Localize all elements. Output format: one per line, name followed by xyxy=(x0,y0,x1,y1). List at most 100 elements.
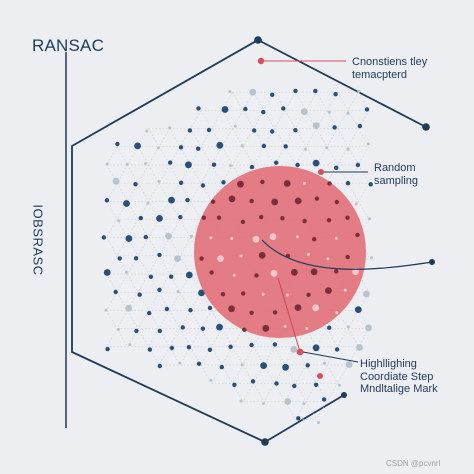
data-point xyxy=(294,304,302,311)
leader-curve-right xyxy=(261,239,433,270)
data-point xyxy=(295,162,300,168)
data-point xyxy=(317,421,320,424)
data-point xyxy=(323,361,326,365)
grid-edge xyxy=(106,182,118,202)
data-point xyxy=(196,361,202,366)
data-point xyxy=(292,383,297,389)
data-point xyxy=(337,383,341,387)
data-point xyxy=(185,161,192,169)
grid-edge xyxy=(253,92,265,111)
data-point xyxy=(125,270,128,274)
data-point xyxy=(302,218,307,224)
grid-edge xyxy=(221,146,233,166)
data-point xyxy=(134,142,142,150)
grid-edge xyxy=(347,310,359,329)
grid-edge xyxy=(284,146,296,166)
data-point xyxy=(291,268,298,276)
leader-dot-sample xyxy=(296,348,304,356)
grid-edge xyxy=(326,383,338,402)
grid-edge xyxy=(284,92,296,111)
grid-edge xyxy=(295,128,307,147)
grid-edge xyxy=(347,146,359,166)
grid-edge xyxy=(232,364,244,384)
data-point xyxy=(354,306,362,313)
data-point xyxy=(232,273,236,277)
grid-edge xyxy=(169,310,181,329)
grid-edge xyxy=(316,328,328,347)
data-point xyxy=(321,397,327,402)
grid-edge xyxy=(337,364,349,384)
data-point xyxy=(178,214,183,220)
grid-edge xyxy=(106,292,118,311)
data-point xyxy=(199,256,204,261)
grid-edge xyxy=(106,328,118,347)
data-point xyxy=(314,196,320,201)
grid-edge xyxy=(316,401,328,420)
grid-edge xyxy=(347,346,359,366)
grid-edge xyxy=(106,310,118,329)
grid-edge xyxy=(274,128,286,147)
data-point xyxy=(185,197,190,203)
data-point xyxy=(243,106,248,112)
data-point xyxy=(165,232,173,240)
data-point xyxy=(138,215,143,221)
data-point xyxy=(206,127,212,133)
data-point xyxy=(272,342,278,347)
data-point xyxy=(125,162,129,166)
grid-edge xyxy=(263,110,275,129)
data-point xyxy=(260,362,267,369)
grid-edge xyxy=(148,182,160,202)
data-point xyxy=(198,289,205,297)
data-point xyxy=(157,252,162,258)
data-point xyxy=(187,128,193,133)
grid-edge xyxy=(295,364,307,384)
leader-dot-middle xyxy=(318,169,324,175)
data-point xyxy=(302,402,306,406)
data-point xyxy=(128,343,132,347)
grid-edge xyxy=(200,328,212,347)
data-point xyxy=(185,271,193,279)
data-point xyxy=(280,216,285,221)
grid-edge xyxy=(190,164,202,184)
grid-edge xyxy=(148,255,160,275)
grid-edge xyxy=(190,110,202,129)
data-point xyxy=(368,182,373,187)
data-point xyxy=(169,274,174,279)
leader-dot-top xyxy=(257,57,265,65)
grid-edge xyxy=(347,182,359,202)
data-point xyxy=(180,325,185,330)
annotation-bottom: Highllighing Coordiate Step Mndltalige M… xyxy=(360,358,438,396)
grid-edge xyxy=(127,310,139,329)
data-point xyxy=(146,201,150,205)
grid-edge xyxy=(158,346,170,366)
data-point xyxy=(178,180,184,185)
data-point xyxy=(147,347,153,352)
data-point xyxy=(207,347,213,352)
data-point xyxy=(269,233,277,241)
grid-edge xyxy=(158,182,170,202)
data-point xyxy=(310,268,318,276)
grid-edge xyxy=(347,328,359,347)
data-point xyxy=(157,328,162,334)
grid-edge xyxy=(221,346,233,366)
grid-edge xyxy=(295,383,307,402)
data-point xyxy=(220,292,226,297)
grid-edge xyxy=(190,128,202,147)
data-point xyxy=(293,88,298,94)
grid-edge xyxy=(200,146,212,166)
data-point xyxy=(228,305,236,313)
data-point xyxy=(354,202,358,206)
data-point xyxy=(190,234,193,238)
data-point xyxy=(302,181,306,185)
data-point xyxy=(249,342,254,348)
grid-edge xyxy=(232,146,244,166)
grid-edge xyxy=(190,310,202,329)
leader-line-bottom xyxy=(302,351,359,363)
grid-edge xyxy=(190,273,202,293)
data-point xyxy=(261,109,266,115)
data-point xyxy=(312,237,317,242)
frame-vertex-top xyxy=(254,36,262,44)
data-point xyxy=(241,291,246,296)
data-point xyxy=(364,107,370,112)
grid-edge xyxy=(190,346,202,366)
